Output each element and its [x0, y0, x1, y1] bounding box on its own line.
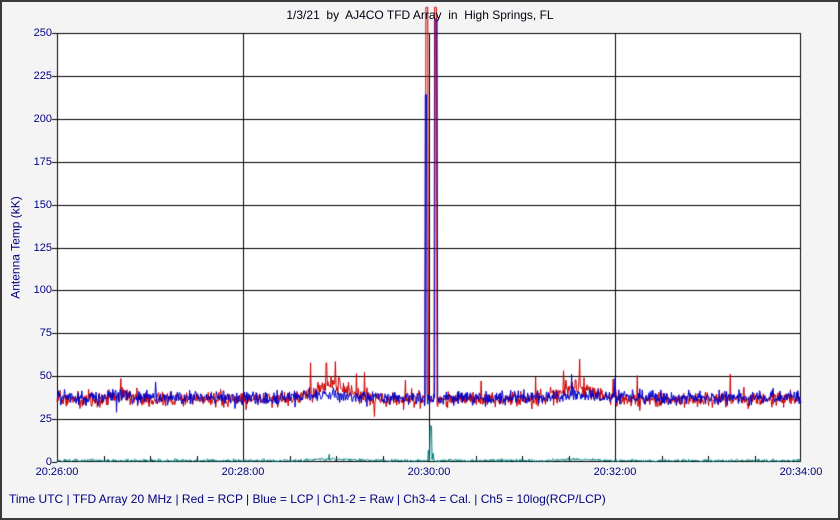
y-tick-label: 50 — [39, 370, 52, 383]
y-tick-label: 75 — [39, 327, 52, 340]
y-tick-label: 0 — [45, 456, 52, 468]
y-tick-label: 175 — [33, 155, 52, 168]
y-tick-label: 125 — [33, 241, 52, 254]
y-tick-label: 150 — [33, 198, 52, 211]
y-tick-label: 25 — [39, 413, 52, 426]
y-tick-label: 100 — [33, 284, 52, 297]
x-tick-label: 20:32:00 — [593, 466, 637, 478]
chart-title: 1/3/21 by AJ4CO TFD Array in High Spring… — [286, 8, 554, 22]
x-tick-label: 20:28:00 — [221, 466, 265, 478]
x-tick-label: 20:26:00 — [35, 466, 79, 478]
y-tick-label: 225 — [33, 69, 52, 82]
status-caption: Time UTC | TFD Array 20 MHz | Red = RCP … — [9, 492, 606, 506]
y-tick-label: 250 — [33, 27, 52, 39]
x-tick-label: 20:30:00 — [407, 466, 451, 478]
y-tick-label: 200 — [33, 112, 52, 125]
x-tick-label: 20:34:00 — [779, 466, 823, 478]
